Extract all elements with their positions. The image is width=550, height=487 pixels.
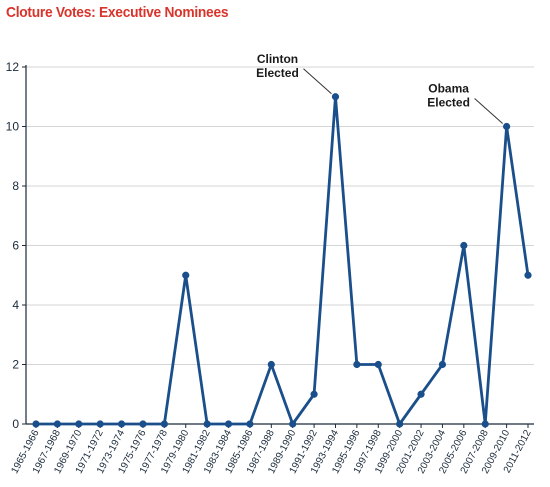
y-tick-label-6: 6 <box>12 239 19 253</box>
data-point-2003-2004 <box>438 360 447 369</box>
data-point-1983-1984 <box>224 420 233 428</box>
data-point-1993-1994 <box>331 93 340 101</box>
annotation-leader-1 <box>474 98 503 124</box>
data-point-1999-2000 <box>396 420 404 428</box>
data-point-1967-1968 <box>53 420 61 428</box>
data-point-1969-1970 <box>75 420 83 428</box>
data-point-2009-2010 <box>503 122 511 131</box>
series-line-0 <box>36 95 530 426</box>
y-tick-label-12: 12 <box>6 60 20 74</box>
annotation-leader-0 <box>303 68 332 95</box>
y-tick-labels: 0 2 4 6 8 10 12 <box>6 60 20 431</box>
x-tick-labels: 1965-19661967-19681969-19701971-19721973… <box>9 428 533 476</box>
data-point-1979-1980 <box>182 271 190 279</box>
annotation-line1-0: Clinton <box>257 52 298 66</box>
chart-title: Cloture Votes: Executive Nominees <box>6 4 229 21</box>
annotation-line1-1: Obama <box>428 82 469 96</box>
data-point-1973-1974 <box>117 420 126 428</box>
data-point-2007-2008 <box>481 420 489 428</box>
data-point-1975-1976 <box>139 420 147 428</box>
y-tick-label-4: 4 <box>12 298 19 312</box>
grid <box>26 66 534 365</box>
y-tick-label-8: 8 <box>12 179 19 193</box>
y-tick-label-0: 0 <box>12 417 19 431</box>
data-point-1971-1972 <box>96 420 104 428</box>
annotation-line2-1: Elected <box>427 96 470 110</box>
data-point-1997-1998 <box>374 360 382 369</box>
data-point-1965-1966 <box>32 420 40 428</box>
data-point-1977-1978 <box>160 420 168 428</box>
data-point-1989-1990 <box>289 420 297 428</box>
data-point-2011-2012 <box>524 271 532 279</box>
data-point-2005-2006 <box>460 241 468 250</box>
data-point-1991-1992 <box>310 390 318 398</box>
data-point-1981-1982 <box>203 420 211 428</box>
y-tick-label-2: 2 <box>12 358 19 372</box>
data-point-1987-1988 <box>267 360 275 369</box>
data-point-2001-2002 <box>417 390 425 398</box>
annotation-line2-0: Elected <box>256 66 299 80</box>
axes <box>22 65 534 428</box>
y-tick-label-10: 10 <box>6 120 20 134</box>
series <box>32 93 532 428</box>
data-point-1985-1986 <box>246 420 254 428</box>
data-point-1995-1996 <box>353 360 361 369</box>
